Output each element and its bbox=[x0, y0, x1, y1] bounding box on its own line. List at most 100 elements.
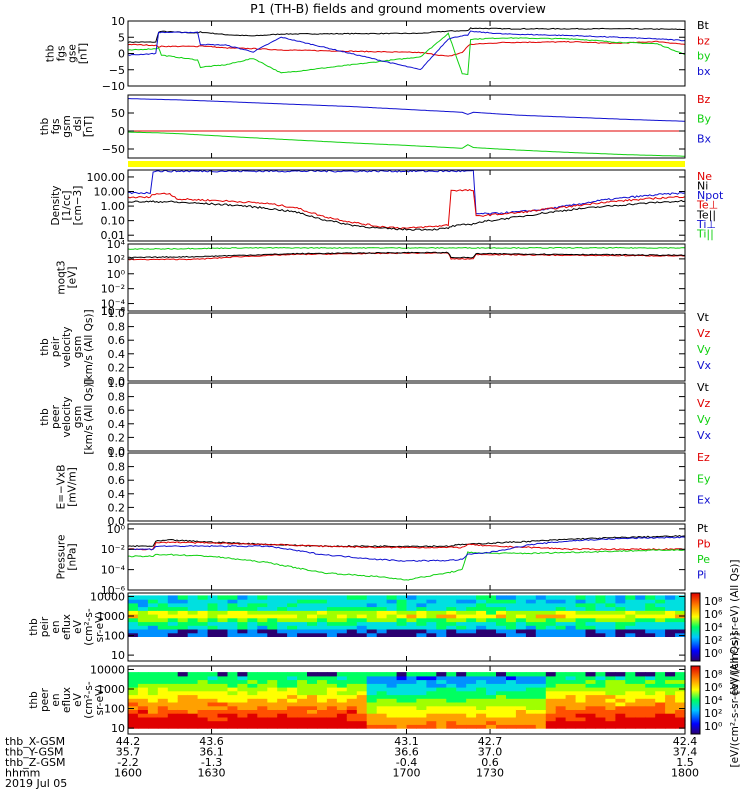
heatmap-cell bbox=[466, 702, 477, 707]
heatmap-cell bbox=[525, 687, 537, 692]
heatmap-cell bbox=[615, 709, 626, 714]
heatmap-cell bbox=[426, 602, 437, 608]
y-axis-label: peir bbox=[39, 616, 51, 637]
heatmap-cell bbox=[406, 679, 417, 684]
heatmap-cell bbox=[217, 720, 228, 725]
heatmap-cell bbox=[456, 610, 467, 615]
heatmap-cell bbox=[615, 621, 626, 626]
heatmap-cell bbox=[177, 602, 189, 608]
heatmap-cell bbox=[187, 690, 199, 696]
heatmap-cell bbox=[665, 632, 676, 637]
heatmap-cell bbox=[366, 679, 378, 684]
heatmap-cell bbox=[456, 621, 467, 626]
heatmap-cell bbox=[645, 698, 656, 703]
heatmap-cell bbox=[237, 683, 248, 688]
heatmap-cell bbox=[307, 595, 318, 600]
heatmap-cell bbox=[535, 716, 547, 722]
heatmap-cell bbox=[277, 599, 288, 604]
heatmap-cell bbox=[496, 716, 507, 722]
heatmap-cell bbox=[595, 675, 606, 681]
heatmap-cell bbox=[406, 713, 417, 718]
heatmap-cell bbox=[197, 599, 209, 604]
heatmap-cell bbox=[227, 675, 238, 681]
heatmap-cell bbox=[655, 602, 666, 608]
heatmap-cell bbox=[307, 610, 318, 615]
heatmap-cell bbox=[565, 720, 577, 725]
heatmap-cell bbox=[466, 599, 477, 604]
heatmap-cell bbox=[386, 610, 398, 615]
heatmap-cell bbox=[336, 602, 348, 608]
heatmap-cell bbox=[307, 632, 318, 637]
heatmap-cell bbox=[237, 702, 248, 707]
heatmap-cell bbox=[655, 709, 666, 714]
heatmap-cell bbox=[366, 595, 378, 600]
heatmap-cell bbox=[565, 713, 577, 718]
heatmap-cell bbox=[426, 625, 437, 630]
heatmap-cell bbox=[376, 724, 388, 729]
heatmap-cell bbox=[446, 599, 457, 604]
heatmap-cell bbox=[515, 610, 527, 615]
heatmap-cell bbox=[585, 625, 596, 630]
series-line-Bx bbox=[128, 98, 685, 122]
heatmap-cell bbox=[565, 621, 577, 626]
heatmap-cell bbox=[675, 724, 686, 729]
heatmap-cell bbox=[655, 713, 666, 718]
heatmap-cell bbox=[486, 614, 497, 619]
heatmap-cell bbox=[267, 694, 278, 699]
heatmap-cell bbox=[237, 679, 248, 684]
heatmap-cell bbox=[615, 672, 626, 677]
heatmap-cell bbox=[217, 625, 228, 630]
heatmap-cell bbox=[655, 606, 666, 611]
heatmap-cell bbox=[217, 702, 228, 707]
heatmap-cell bbox=[207, 702, 219, 707]
y-axis-label: [nT] bbox=[83, 116, 95, 137]
colorbar-tick-label: 10⁸ bbox=[704, 595, 723, 608]
heatmap-cell bbox=[386, 713, 398, 718]
heatmap-cell bbox=[655, 724, 666, 729]
heatmap-cell bbox=[426, 606, 437, 611]
heatmap-cell bbox=[615, 702, 626, 707]
heatmap-cell bbox=[565, 709, 577, 714]
colorbar-gradient bbox=[690, 592, 701, 662]
heatmap-cell bbox=[555, 694, 567, 699]
heatmap-cell bbox=[267, 720, 278, 725]
heatmap-cell bbox=[197, 694, 209, 699]
heatmap-cell bbox=[585, 709, 596, 714]
heatmap-cell bbox=[207, 602, 219, 608]
heatmap-cell bbox=[386, 672, 398, 677]
heatmap-cell bbox=[535, 675, 547, 681]
heatmap-cell bbox=[217, 705, 228, 710]
heatmap-cell bbox=[456, 614, 467, 619]
legend-entry-Vz: Vz bbox=[697, 327, 711, 340]
heatmap-cell bbox=[525, 629, 537, 634]
heatmap-cell bbox=[665, 675, 676, 681]
heatmap-cell bbox=[137, 614, 149, 619]
heatmap-cell bbox=[635, 716, 646, 722]
heatmap-cell bbox=[157, 675, 169, 681]
heatmap-cell bbox=[545, 716, 557, 722]
heatmap-cell bbox=[137, 625, 149, 630]
heatmap-cell bbox=[356, 632, 368, 637]
heatmap-cell bbox=[506, 724, 517, 729]
y-axis-label: eflux bbox=[61, 687, 73, 713]
heatmap-cell bbox=[406, 621, 417, 626]
heatmap-cell bbox=[207, 610, 219, 615]
heatmap-cell bbox=[525, 698, 537, 703]
heatmap-cell bbox=[346, 599, 358, 604]
y-tick-label: 10⁻² bbox=[101, 543, 125, 556]
heatmap-cell bbox=[187, 694, 199, 699]
heatmap-cell bbox=[396, 599, 408, 604]
heatmap-cell bbox=[346, 610, 358, 615]
heatmap-cell bbox=[356, 629, 368, 634]
heatmap-cell bbox=[187, 709, 199, 714]
heatmap-cell bbox=[227, 683, 238, 688]
y-axis-label: velocity bbox=[61, 396, 73, 437]
legend-entry-Vt: Vt bbox=[697, 381, 710, 394]
heatmap-cell bbox=[655, 679, 666, 684]
y-tick-label: 10⁻⁴ bbox=[101, 564, 126, 577]
heatmap-cell bbox=[366, 716, 378, 722]
heatmap-cell bbox=[446, 629, 457, 634]
heatmap-cell bbox=[356, 610, 368, 615]
heatmap-cell bbox=[426, 599, 437, 604]
heatmap-cell bbox=[406, 720, 417, 725]
